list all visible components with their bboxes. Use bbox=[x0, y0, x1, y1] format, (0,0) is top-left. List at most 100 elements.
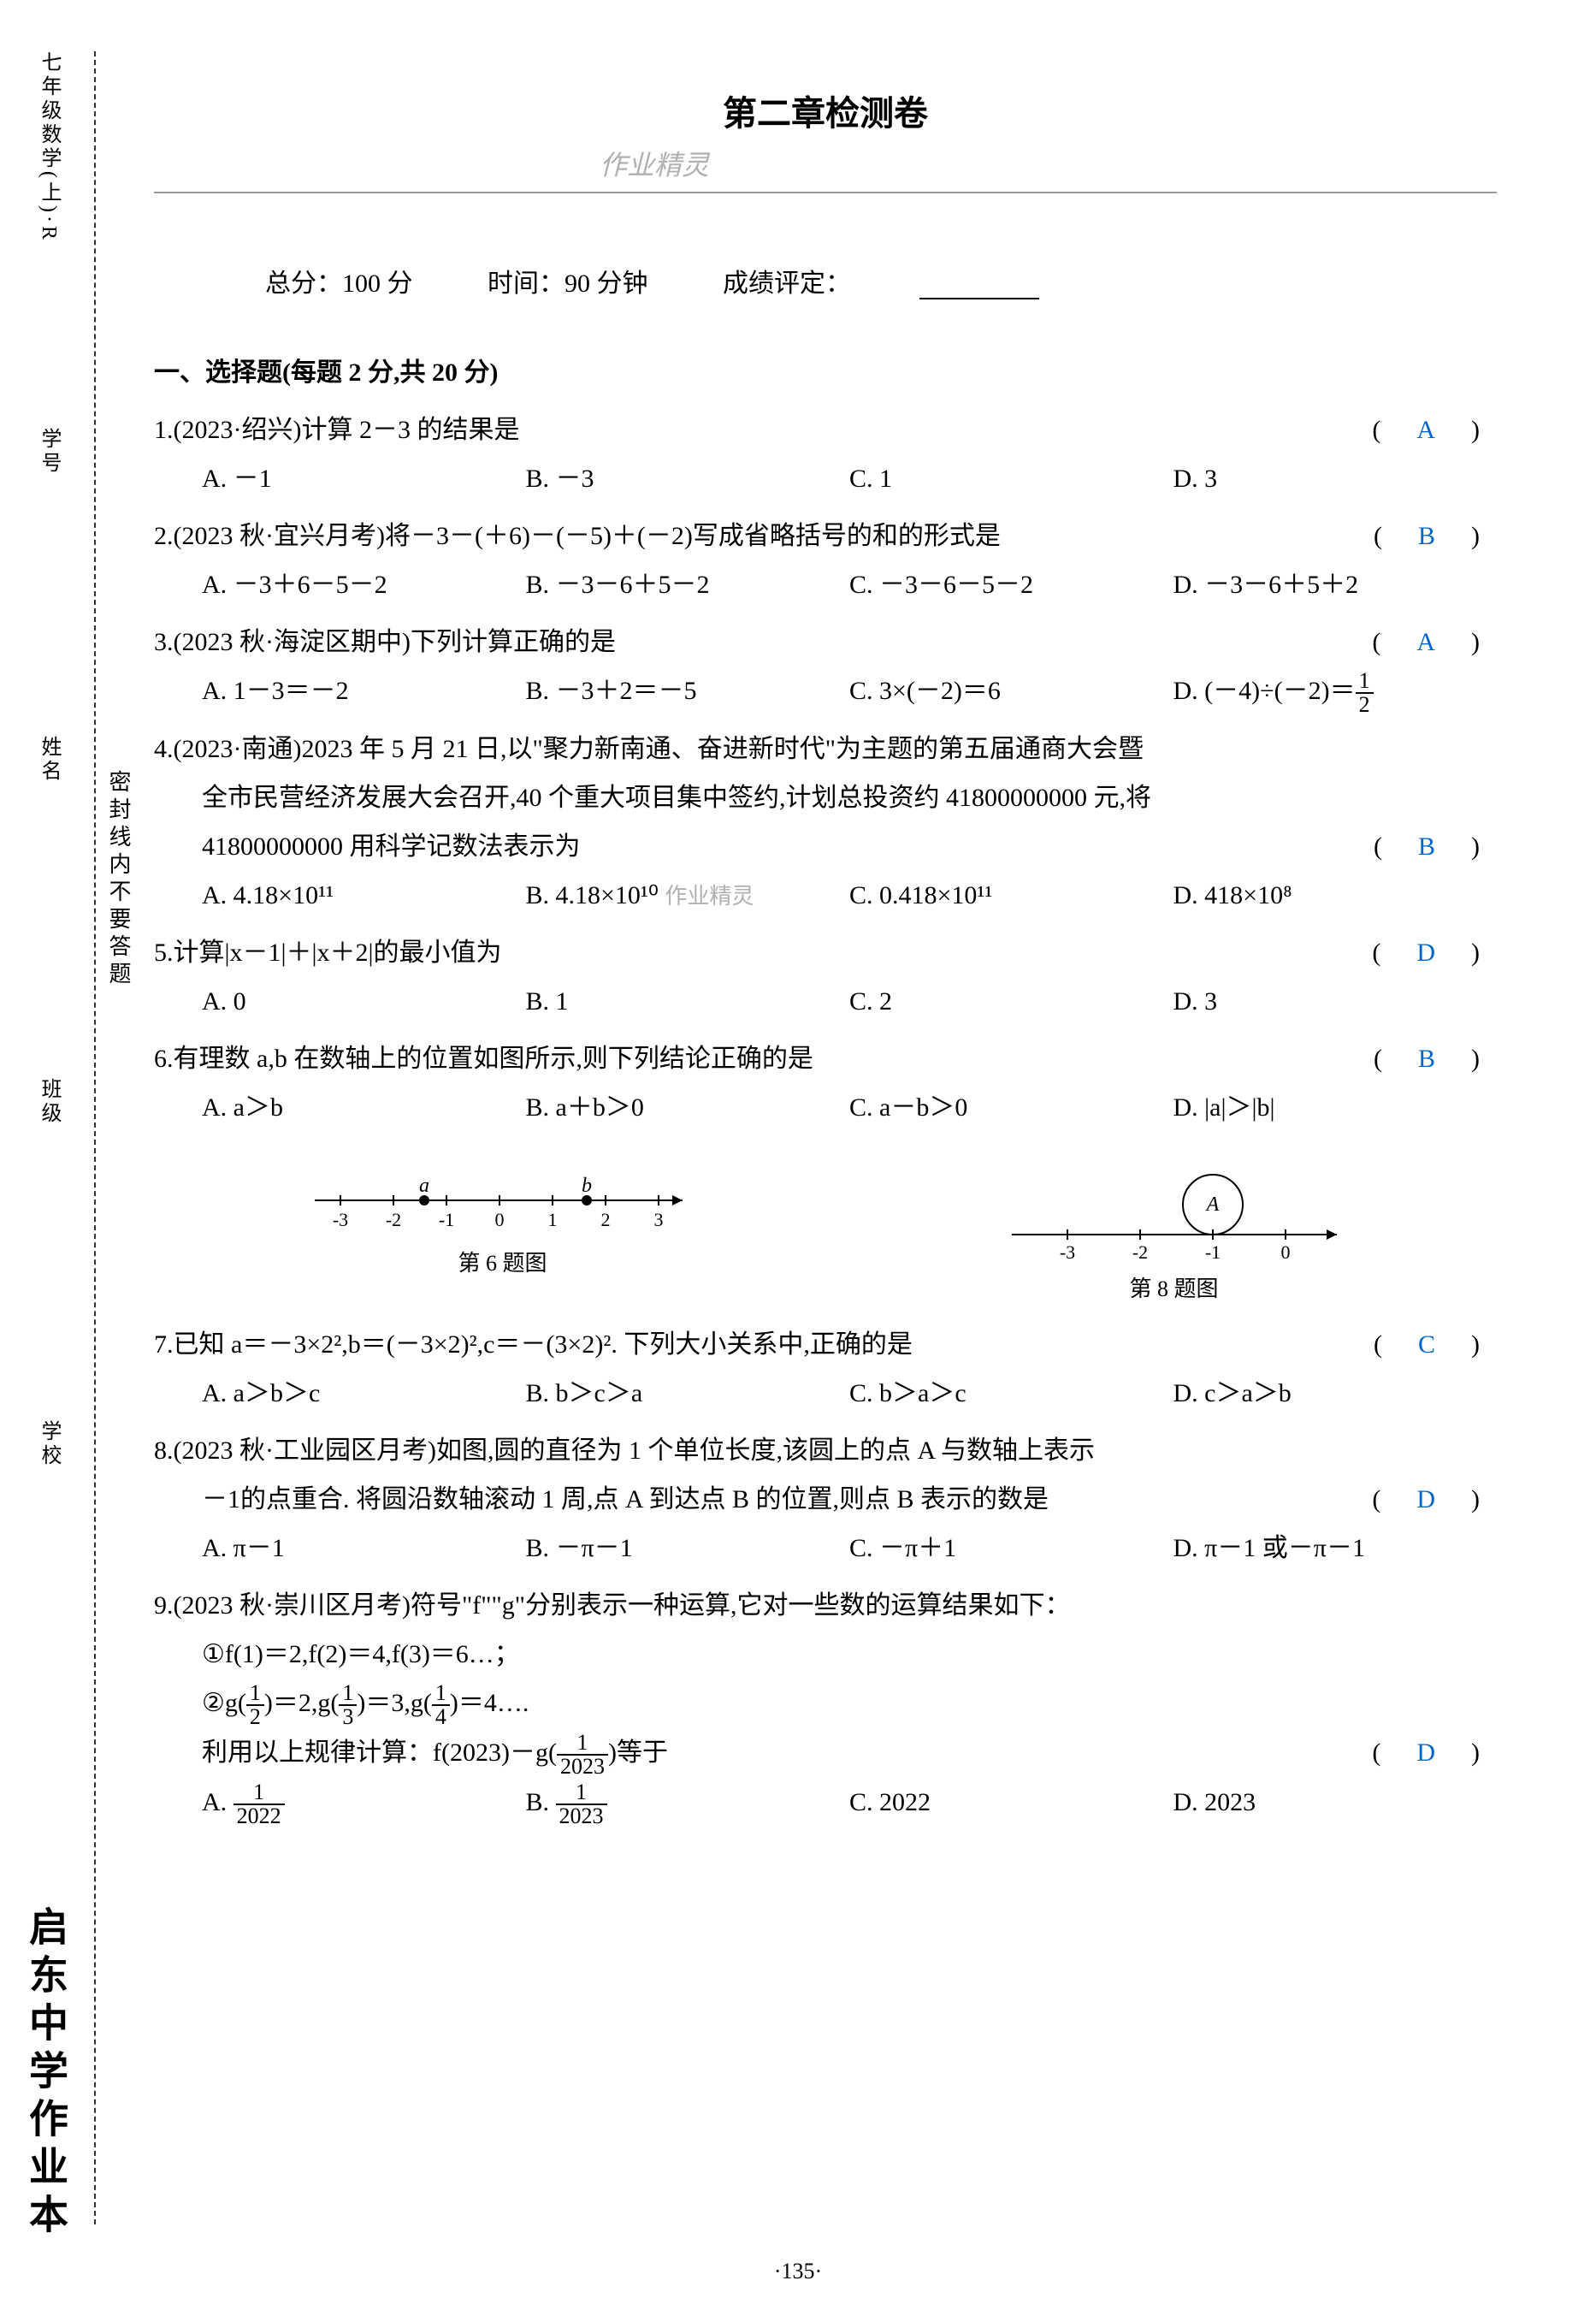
svg-text:-1: -1 bbox=[438, 1209, 453, 1230]
question-7: 7.已知 a＝－3×2²,b＝(－3×2)²,c＝－(3×2)². 下列大小关系… bbox=[154, 1320, 1497, 1418]
grade-label: 成绩评定： bbox=[723, 270, 851, 298]
q3-opt-a: A. 1－3＝－2 bbox=[202, 666, 526, 716]
q9-opt-a: A. 12022 bbox=[202, 1778, 526, 1827]
exam-info: 总分：100 分 时间：90 分钟 成绩评定： bbox=[265, 262, 1497, 299]
svg-text:b: b bbox=[582, 1175, 592, 1197]
page-number: ·135· bbox=[774, 2259, 822, 2284]
seal-dashed-line bbox=[94, 51, 96, 2224]
question-2: 2.(2023 秋·宜兴月考)将－3－(＋6)－(－5)＋(－2)写成省略括号的… bbox=[154, 512, 1497, 609]
q8-opt-a: A. π－1 bbox=[202, 1524, 526, 1573]
side-margin: 七年级数学(上)·R 学号 姓名 班级 学校 bbox=[34, 51, 86, 2190]
q8-text-line1: 8.(2023 秋·工业园区月考)如图,圆的直径为 1 个单位长度,该圆上的点 … bbox=[154, 1426, 1497, 1475]
q5-opt-d: D. 3 bbox=[1173, 977, 1498, 1026]
q2-opt-c: C. －3－6－5－2 bbox=[849, 560, 1173, 609]
school-label: 学校 bbox=[34, 1420, 64, 1468]
question-4: 4.(2023·南通)2023 年 5 月 21 日,以"聚力新南通、奋进新时代… bbox=[154, 725, 1497, 920]
q3-answer: ( A ) bbox=[1372, 618, 1480, 666]
q3-opt-c: C. 3×(－2)＝6 bbox=[849, 666, 1173, 716]
figure-8: -3-2-10 A 第 8 题图 bbox=[995, 1158, 1354, 1303]
q5-text: 5.计算|x－1|＋|x＋2|的最小值为 ( D ) bbox=[154, 928, 1497, 977]
main-content: 第二章检测卷 作业精灵 总分：100 分 时间：90 分钟 成绩评定： 一、选择… bbox=[154, 86, 1497, 1836]
q6-opt-c: C. a－b＞0 bbox=[849, 1083, 1173, 1132]
q8-opt-c: C. －π＋1 bbox=[849, 1524, 1173, 1573]
figure-6-caption: 第 6 题图 bbox=[298, 1246, 708, 1277]
q1-text: 1.(2023·绍兴)计算 2－3 的结果是 ( A ) bbox=[154, 406, 1497, 454]
q7-answer: ( C ) bbox=[1374, 1320, 1480, 1369]
q4-answer: ( B ) bbox=[1374, 822, 1480, 871]
q2-opt-a: A. －3＋6－5－2 bbox=[202, 560, 526, 609]
book-title: 启东中学作业本 bbox=[17, 1906, 74, 2242]
figure-8-caption: 第 8 题图 bbox=[995, 1271, 1354, 1303]
q3-text: 3.(2023 秋·海淀区期中)下列计算正确的是 ( A ) bbox=[154, 618, 1497, 666]
time-limit: 时间：90 分钟 bbox=[488, 270, 648, 298]
figure-row: -3-2-10123 a b 第 6 题图 -3-2-10 A 第 8 题图 bbox=[154, 1158, 1497, 1303]
q7-options: A. a＞b＞c B. b＞c＞a C. b＞a＞c D. c＞a＞b bbox=[202, 1369, 1497, 1418]
q8-opt-d: D. π－1 或－π－1 bbox=[1173, 1524, 1498, 1573]
svg-text:1: 1 bbox=[547, 1209, 557, 1230]
q5-opt-b: B. 1 bbox=[526, 977, 850, 1026]
q7-opt-b: B. b＞c＞a bbox=[526, 1369, 850, 1418]
question-3: 3.(2023 秋·海淀区期中)下列计算正确的是 ( A ) A. 1－3＝－2… bbox=[154, 618, 1497, 716]
question-6: 6.有理数 a,b 在数轴上的位置如图所示,则下列结论正确的是 ( B ) A.… bbox=[154, 1034, 1497, 1132]
svg-text:A: A bbox=[1204, 1194, 1219, 1216]
svg-text:3: 3 bbox=[653, 1209, 663, 1230]
q2-answer: ( B ) bbox=[1374, 512, 1480, 560]
question-1: 1.(2023·绍兴)计算 2－3 的结果是 ( A ) A. －1 B. －3… bbox=[154, 406, 1497, 503]
q3-options: A. 1－3＝－2 B. －3＋2＝－5 C. 3×(－2)＝6 D. (－4)… bbox=[202, 666, 1497, 716]
q6-answer: ( B ) bbox=[1374, 1034, 1480, 1083]
grade-blank[interactable] bbox=[919, 298, 1039, 299]
number-line-6-icon: -3-2-10123 a b bbox=[298, 1158, 708, 1235]
q9-opt-b: B. 12023 bbox=[526, 1778, 850, 1827]
watermark-row: 作业精灵 bbox=[154, 144, 1497, 183]
watermark-text: 作业精灵 bbox=[600, 150, 709, 181]
q4-text-line3: 41800000000 用科学记数法表示为 ( B ) bbox=[202, 822, 1497, 871]
q7-opt-c: C. b＞a＞c bbox=[849, 1369, 1173, 1418]
q6-opt-d: D. |a|＞|b| bbox=[1173, 1083, 1498, 1132]
q9-text-line3: ②g(12)＝2,g(13)＝3,g(14)＝4…. bbox=[202, 1679, 1497, 1728]
q1-options: A. －1 B. －3 C. 1 D. 3 bbox=[202, 454, 1497, 503]
section-1-header: 一、选择题(每题 2 分,共 20 分) bbox=[154, 351, 1497, 388]
q5-answer: ( D ) bbox=[1372, 928, 1480, 977]
q1-opt-a: A. －1 bbox=[202, 454, 526, 503]
q7-opt-d: D. c＞a＞b bbox=[1173, 1369, 1498, 1418]
q9-text-line1: 9.(2023 秋·崇川区月考)符号"f""g"分别表示一种运算,它对一些数的运… bbox=[154, 1581, 1497, 1630]
svg-text:-1: -1 bbox=[1204, 1241, 1220, 1260]
name-label: 姓名 bbox=[34, 736, 64, 784]
svg-text:-2: -2 bbox=[1132, 1241, 1147, 1260]
q1-opt-c: C. 1 bbox=[849, 454, 1173, 503]
question-5: 5.计算|x－1|＋|x＋2|的最小值为 ( D ) A. 0 B. 1 C. … bbox=[154, 928, 1497, 1026]
q4-opt-b: B. 4.18×10¹⁰ 作业精灵 bbox=[526, 871, 850, 920]
q2-opt-d: D. －3－6＋5＋2 bbox=[1173, 560, 1498, 609]
class-label: 班级 bbox=[34, 1078, 64, 1126]
q2-options: A. －3＋6－5－2 B. －3－6＋5－2 C. －3－6－5－2 D. －… bbox=[202, 560, 1497, 609]
svg-text:2: 2 bbox=[600, 1209, 610, 1230]
question-9: 9.(2023 秋·崇川区月考)符号"f""g"分别表示一种运算,它对一些数的运… bbox=[154, 1581, 1497, 1827]
q9-opt-c: C. 2022 bbox=[849, 1778, 1173, 1827]
q4-opt-c: C. 0.418×10¹¹ bbox=[849, 871, 1173, 920]
q2-text: 2.(2023 秋·宜兴月考)将－3－(＋6)－(－5)＋(－2)写成省略括号的… bbox=[154, 512, 1497, 560]
q5-opt-a: A. 0 bbox=[202, 977, 526, 1026]
q4-text-line2: 全市民营经济发展大会召开,40 个重大项目集中签约,计划总投资约 4180000… bbox=[202, 773, 1497, 822]
q6-text: 6.有理数 a,b 在数轴上的位置如图所示,则下列结论正确的是 ( B ) bbox=[154, 1034, 1497, 1083]
q4-opt-d: D. 418×10⁸ bbox=[1173, 871, 1498, 920]
q4-options: A. 4.18×10¹¹ B. 4.18×10¹⁰ 作业精灵 C. 0.418×… bbox=[202, 871, 1497, 920]
seal-text: 密封线内不要答题 bbox=[103, 770, 134, 989]
q4-text-line1: 4.(2023·南通)2023 年 5 月 21 日,以"聚力新南通、奋进新时代… bbox=[154, 725, 1497, 773]
q1-answer: ( A ) bbox=[1372, 406, 1480, 454]
svg-text:a: a bbox=[419, 1175, 429, 1197]
number-line-8-icon: -3-2-10 A bbox=[995, 1158, 1354, 1260]
svg-text:-3: -3 bbox=[332, 1209, 347, 1230]
q7-text: 7.已知 a＝－3×2²,b＝(－3×2)²,c＝－(3×2)². 下列大小关系… bbox=[154, 1320, 1497, 1369]
q1-opt-d: D. 3 bbox=[1173, 454, 1498, 503]
svg-text:-2: -2 bbox=[385, 1209, 400, 1230]
q6-opt-b: B. a＋b＞0 bbox=[526, 1083, 850, 1132]
q9-text-line4: 利用以上规律计算：f(2023)－g(12023)等于 ( D ) bbox=[202, 1728, 1497, 1778]
chapter-title: 第二章检测卷 bbox=[723, 94, 928, 133]
title-row: 第二章检测卷 bbox=[154, 86, 1497, 135]
q9-options: A. 12022 B. 12023 C. 2022 D. 2023 bbox=[202, 1778, 1497, 1827]
header-divider bbox=[154, 192, 1497, 193]
number-label: 学号 bbox=[34, 428, 64, 476]
q3-opt-d: D. (－4)÷(－2)＝12 bbox=[1173, 666, 1498, 716]
q3-opt-b: B. －3＋2＝－5 bbox=[526, 666, 850, 716]
total-score: 总分：100 分 bbox=[265, 270, 413, 298]
